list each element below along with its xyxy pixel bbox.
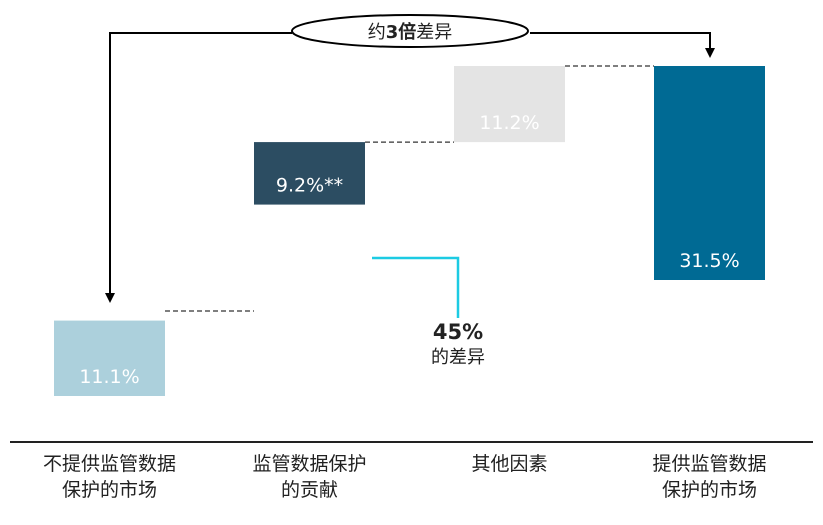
bar-value-label-3: 11.2% <box>479 112 539 134</box>
connectors-layer <box>165 65 654 312</box>
ratio-bracket-left-arrow <box>105 32 292 303</box>
bar-1 <box>54 320 165 396</box>
bar-value-label-1: 11.1% <box>79 366 139 388</box>
category-label-1-line-1: 不提供监管数据 <box>43 453 176 475</box>
ratio-bold: 3倍 <box>386 21 417 43</box>
category-label-2-line-1: 监管数据保护 <box>252 453 366 475</box>
bar-3 <box>454 66 565 143</box>
bar-2 <box>254 142 365 205</box>
difference-value: 45% <box>433 320 483 344</box>
ratio-label: 约3倍差异 <box>368 21 453 43</box>
bar-value-label-4: 31.5% <box>679 250 739 272</box>
category-label-1-line-2: 保护的市场 <box>62 479 157 501</box>
ratio-bracket-right-arrow <box>530 32 715 58</box>
category-label-2-line-2: 的贡献 <box>281 479 338 501</box>
ratio-prefix: 约 <box>368 22 386 43</box>
ratio-bracket: 约3倍差异 <box>105 14 715 303</box>
difference-connector-line <box>372 256 460 318</box>
category-label-3-line-1: 其他因素 <box>471 453 547 475</box>
category-label-4-line-1: 提供监管数据 <box>652 453 766 475</box>
bar-value-label-2: 9.2%** <box>276 175 343 197</box>
category-label-4-line-2: 保护的市场 <box>662 479 757 501</box>
difference-text: 的差异 <box>431 347 485 368</box>
bar-4 <box>654 66 765 280</box>
difference-callout: 45% 的差异 <box>372 256 485 368</box>
ratio-ellipse <box>291 14 529 48</box>
ratio-suffix: 差异 <box>416 22 452 43</box>
bars-layer: 11.1% 9.2%** 11.2% 31.5% <box>54 66 765 396</box>
